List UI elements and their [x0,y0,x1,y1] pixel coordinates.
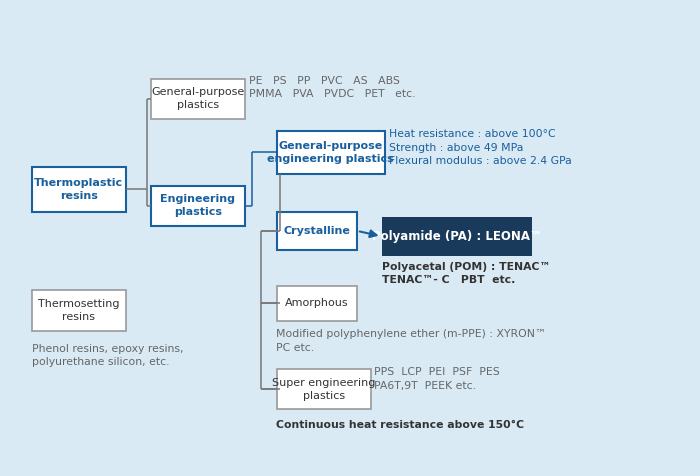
Text: General-purpose
plastics: General-purpose plastics [151,88,244,110]
Text: Polyacetal (POM) : TENAC™
TENAC™- C   PBT  etc.: Polyacetal (POM) : TENAC™ TENAC™- C PBT … [382,262,550,285]
Text: Polyamide (PA) : LEONA™: Polyamide (PA) : LEONA™ [372,230,542,243]
FancyBboxPatch shape [150,79,245,119]
FancyBboxPatch shape [276,131,385,174]
Text: Thermosetting
resins: Thermosetting resins [38,299,120,322]
FancyBboxPatch shape [150,186,245,226]
Text: General-purpose
engineering plastics: General-purpose engineering plastics [267,141,394,164]
Text: Super engineering
plastics: Super engineering plastics [272,378,375,400]
Text: Thermoplastic
resins: Thermoplastic resins [34,178,123,200]
FancyBboxPatch shape [276,369,371,409]
FancyBboxPatch shape [276,286,357,321]
Text: Phenol resins, epoxy resins,
polyurethane silicon, etc.: Phenol resins, epoxy resins, polyurethan… [32,344,183,367]
FancyBboxPatch shape [32,290,126,331]
FancyBboxPatch shape [32,167,126,212]
FancyBboxPatch shape [382,217,532,256]
Text: PPS  LCP  PEI  PSF  PES
PA6T,9T  PEEK etc.: PPS LCP PEI PSF PES PA6T,9T PEEK etc. [374,367,500,391]
Text: Crystalline: Crystalline [284,226,350,236]
Text: Modified polyphenylene ether (m-PPE) : XYRON™
PC etc.: Modified polyphenylene ether (m-PPE) : X… [276,329,547,353]
Text: PE   PS   PP   PVC   AS   ABS
PMMA   PVA   PVDC   PET   etc.: PE PS PP PVC AS ABS PMMA PVA PVDC PET et… [249,76,416,99]
Text: Heat resistance : above 100°C
Strength : above 49 MPa
Flexural modulus : above 2: Heat resistance : above 100°C Strength :… [389,129,572,166]
FancyBboxPatch shape [276,212,357,250]
Text: Continuous heat resistance above 150°C: Continuous heat resistance above 150°C [276,420,524,430]
Text: Amorphous: Amorphous [285,298,349,308]
Text: Engineering
plastics: Engineering plastics [160,195,235,217]
